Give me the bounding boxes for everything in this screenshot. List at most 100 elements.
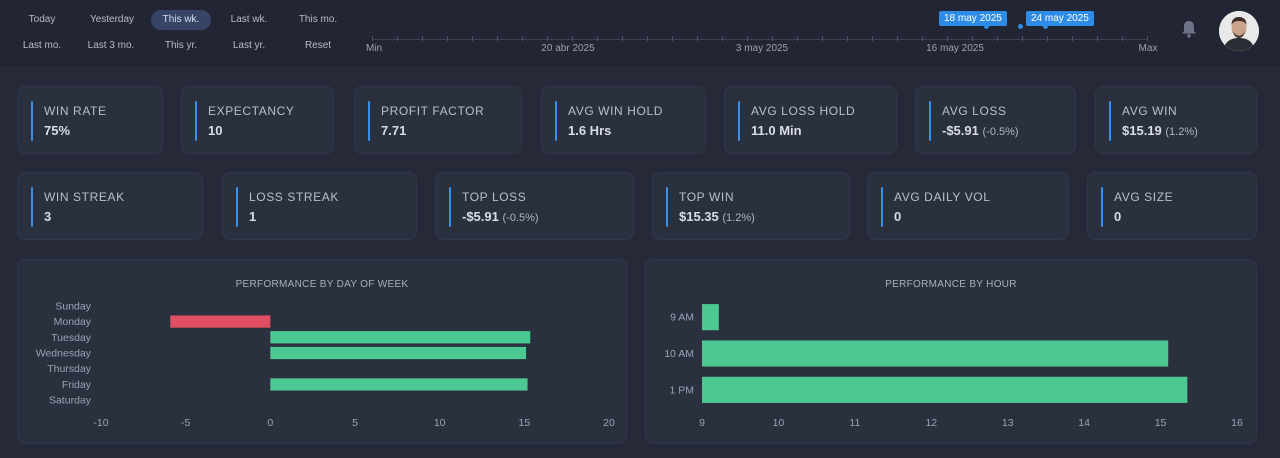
- top-bar: Today Yesterday This wk. Last wk. This mo. La…: [0, 0, 1280, 66]
- chart-hour: 9 AM 10 AM 1 PM 9 10 11 12 13 14 15 16: [664, 304, 1243, 429]
- date-filter-button[interactable]: Reset: [304, 40, 332, 51]
- x-tick-label: 12: [925, 417, 937, 429]
- stat-label: Avg Daily Vol: [894, 190, 991, 204]
- date-filter-button[interactable]: This wk.: [151, 10, 211, 30]
- date-filter-button[interactable]: This yr.: [164, 40, 198, 51]
- stat-amount: 0: [1114, 209, 1122, 224]
- stat-amount: 0: [894, 209, 902, 224]
- slider-tick: [447, 36, 448, 41]
- x-tick-label: 16: [1231, 417, 1243, 429]
- slider-tick: [847, 36, 848, 41]
- stat-value: 0: [894, 209, 901, 224]
- stat-amount: 3: [44, 209, 52, 224]
- slider-label: 16 may 2025: [926, 43, 984, 54]
- slider-tick: [697, 36, 698, 41]
- stat-card: Loss Streak 1: [222, 172, 417, 240]
- chart-title: Performance by Hour: [885, 279, 1017, 290]
- stat-label: Top Loss: [462, 190, 527, 204]
- bar-10-am[interactable]: [702, 340, 1169, 367]
- range-start-tag: 18 may 2025: [939, 11, 1007, 26]
- range-end-tag: 24 may 2025: [1026, 11, 1094, 26]
- bar-monday[interactable]: [170, 315, 271, 328]
- stat-value: 11.0 Min: [751, 123, 802, 138]
- stat-card: Avg Size 0: [1087, 172, 1257, 240]
- stat-label: Top Win: [679, 190, 735, 204]
- bar-wednesday[interactable]: [270, 346, 527, 360]
- stat-value: 7.71: [381, 123, 406, 138]
- slider-tick: [522, 36, 523, 41]
- stat-card: Top Win $15.35 (1.2%): [652, 172, 850, 240]
- stat-value: -$5.91 (-0.5%): [462, 209, 539, 224]
- stat-value: $15.19 (1.2%): [1122, 123, 1198, 138]
- x-tick-label: 0: [267, 417, 273, 429]
- date-filter-button[interactable]: Last 3 mo.: [87, 40, 135, 51]
- slider-tick: [497, 36, 498, 41]
- bar-friday[interactable]: [270, 378, 528, 391]
- user-avatar[interactable]: [1219, 11, 1259, 51]
- category-label: 1 PM: [669, 384, 694, 396]
- slider-tick: [872, 36, 873, 41]
- bar-1-pm[interactable]: [702, 376, 1188, 403]
- range-end-handle[interactable]: [1043, 24, 1048, 29]
- chart-day-of-week-panel: Performance by Day of Week Sunday Monday T…: [17, 259, 627, 444]
- stat-label: Avg Loss Hold: [751, 104, 856, 118]
- stat-card: Avg Daily Vol 0: [867, 172, 1069, 240]
- stat-accent-bar: [449, 187, 451, 227]
- stat-accent-bar: [881, 187, 883, 227]
- bar-9-am[interactable]: [702, 304, 719, 331]
- category-label: 10 AM: [664, 348, 694, 360]
- stat-accent-bar: [929, 101, 931, 141]
- stat-accent-bar: [1101, 187, 1103, 227]
- slider-tick: [722, 36, 723, 41]
- date-filter-button[interactable]: Last wk.: [230, 14, 268, 25]
- slider-tick: [547, 36, 548, 41]
- slider-tick: [947, 36, 948, 41]
- stat-accent-bar: [1109, 101, 1111, 141]
- x-tick-label: -10: [93, 417, 108, 429]
- date-filter-button[interactable]: Today: [28, 14, 56, 25]
- slider-tick: [1147, 36, 1148, 41]
- slider-track[interactable]: [372, 39, 1148, 40]
- range-mid-dot: [1018, 24, 1023, 29]
- stat-label: Loss Streak: [249, 190, 339, 204]
- slider-tick: [672, 36, 673, 41]
- slider-tick: [922, 36, 923, 41]
- stat-card: Avg Win $15.19 (1.2%): [1095, 86, 1257, 154]
- chart-day-of-week: Sunday Monday Tuesday Wednesday Thursday Frid…: [36, 300, 615, 429]
- range-start-handle[interactable]: [984, 24, 989, 29]
- x-tick-label: 20: [603, 417, 615, 429]
- slider-tick: [772, 36, 773, 41]
- bell-icon[interactable]: [1180, 19, 1198, 39]
- x-tick-label: 13: [1002, 417, 1014, 429]
- slider-tick: [397, 36, 398, 41]
- slider-tick: [572, 36, 573, 41]
- stat-value: -$5.91 (-0.5%): [942, 123, 1019, 138]
- date-filter-button[interactable]: This mo.: [298, 14, 338, 25]
- stat-card: Avg Loss -$5.91 (-0.5%): [915, 86, 1076, 154]
- x-tick-label: -5: [181, 417, 190, 429]
- stat-card: Avg Win Hold 1.6 Hrs: [541, 86, 706, 154]
- slider-label: Min: [365, 43, 383, 54]
- stat-percent: (-0.5%): [502, 212, 539, 224]
- date-filter-button[interactable]: Last mo.: [22, 40, 62, 51]
- slider-tick: [797, 36, 798, 41]
- category-label: Tuesday: [51, 332, 92, 344]
- date-filter-button[interactable]: Last yr.: [232, 40, 266, 51]
- bar-tuesday[interactable]: [270, 331, 531, 344]
- category-label: 9 AM: [670, 312, 694, 324]
- stat-value: 3: [44, 209, 51, 224]
- stat-accent-bar: [666, 187, 668, 227]
- slider-tick: [1122, 36, 1123, 41]
- slider-tick: [997, 36, 998, 41]
- stat-amount: 11.0 Min: [751, 123, 802, 138]
- stat-value: 0: [1114, 209, 1121, 224]
- stat-card: Top Loss -$5.91 (-0.5%): [435, 172, 634, 240]
- stat-amount: 7.71: [381, 123, 407, 138]
- date-filter-button[interactable]: Yesterday: [89, 14, 135, 25]
- stat-label: Expectancy: [208, 104, 295, 118]
- stat-amount: 75%: [44, 123, 71, 138]
- slider-tick: [472, 36, 473, 41]
- chart-title: Performance by Day of Week: [235, 279, 409, 290]
- stat-accent-bar: [31, 101, 33, 141]
- slider-tick: [897, 36, 898, 41]
